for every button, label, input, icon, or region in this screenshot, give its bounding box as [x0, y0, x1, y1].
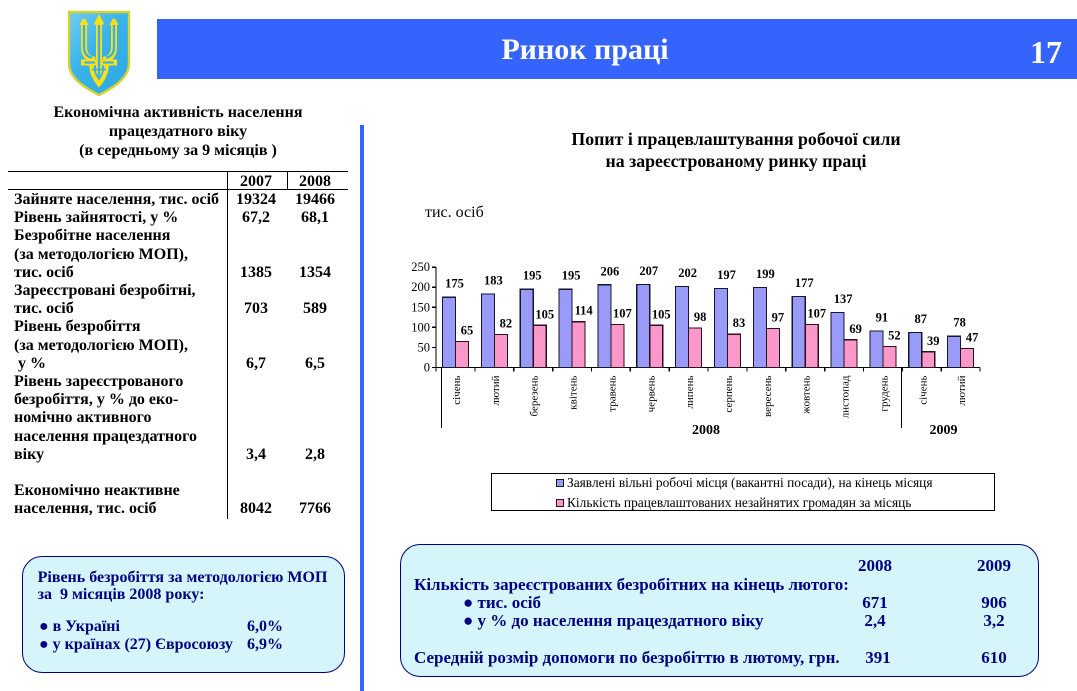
- svg-text:83: 83: [733, 316, 746, 330]
- svg-text:82: 82: [500, 317, 513, 331]
- svg-text:65: 65: [461, 323, 474, 337]
- svg-text:200: 200: [411, 280, 430, 294]
- svg-text:жовтень: жовтень: [801, 376, 813, 415]
- svg-text:195: 195: [523, 269, 542, 283]
- svg-text:вересень: вересень: [762, 376, 774, 417]
- svg-text:листопад: листопад: [840, 375, 852, 418]
- svg-text:березень: березень: [529, 376, 541, 417]
- svg-text:175: 175: [445, 277, 464, 291]
- svg-text:97: 97: [772, 311, 785, 325]
- svg-text:197: 197: [717, 268, 736, 282]
- svg-text:грудень: грудень: [879, 376, 891, 412]
- svg-text:серпень: серпень: [723, 376, 735, 413]
- svg-text:травень: травень: [607, 376, 619, 412]
- svg-text:206: 206: [601, 264, 620, 278]
- svg-text:50: 50: [418, 340, 431, 354]
- svg-text:липень: липень: [684, 376, 696, 409]
- svg-text:2008: 2008: [692, 423, 720, 438]
- svg-text:квітень: квітень: [568, 376, 580, 410]
- svg-text:107: 107: [613, 307, 632, 321]
- svg-text:січень: січень: [917, 376, 929, 405]
- svg-text:105: 105: [652, 307, 671, 321]
- svg-text:0: 0: [424, 361, 430, 375]
- svg-text:107: 107: [807, 307, 826, 321]
- svg-text:47: 47: [966, 331, 979, 345]
- svg-text:195: 195: [562, 269, 581, 283]
- svg-text:183: 183: [484, 274, 503, 288]
- svg-text:2009: 2009: [930, 423, 958, 438]
- svg-text:202: 202: [678, 266, 697, 280]
- svg-text:52: 52: [888, 329, 901, 343]
- svg-text:100: 100: [411, 320, 430, 334]
- svg-text:98: 98: [694, 310, 707, 324]
- svg-text:105: 105: [535, 307, 554, 321]
- svg-text:150: 150: [411, 300, 430, 314]
- svg-text:250: 250: [411, 260, 430, 274]
- svg-text:137: 137: [834, 292, 853, 306]
- svg-text:січень: січень: [451, 376, 463, 405]
- svg-text:199: 199: [756, 267, 775, 281]
- svg-text:лютий: лютий: [490, 375, 502, 405]
- svg-text:177: 177: [795, 276, 814, 290]
- svg-text:91: 91: [876, 311, 889, 325]
- svg-text:87: 87: [915, 312, 928, 326]
- svg-text:207: 207: [639, 264, 658, 278]
- svg-text:лютий: лютий: [956, 375, 968, 405]
- svg-text:78: 78: [953, 316, 966, 330]
- svg-text:69: 69: [849, 322, 862, 336]
- svg-text:114: 114: [575, 304, 594, 318]
- svg-text:39: 39: [927, 334, 940, 348]
- svg-text:червень: червень: [645, 376, 657, 413]
